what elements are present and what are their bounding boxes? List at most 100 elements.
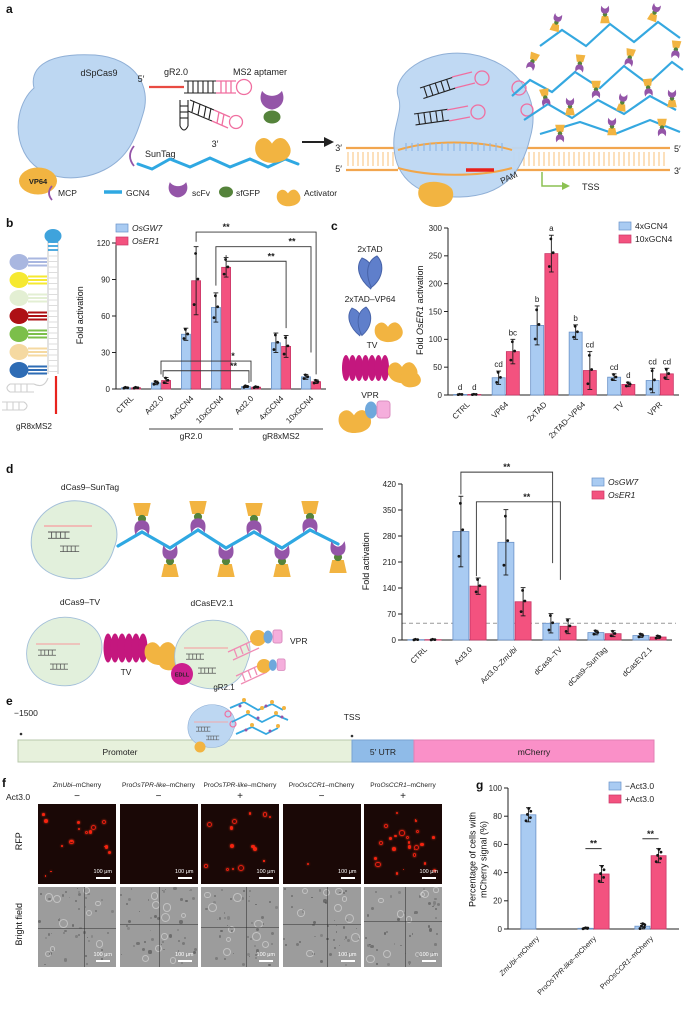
x-tick-label: TV xyxy=(612,400,626,414)
data-point xyxy=(495,381,499,384)
panel-f: Act3.0 RFP Bright field ZmUbi–mCherry −10… xyxy=(0,778,685,1021)
sig-bracket xyxy=(225,255,287,329)
bf-speck xyxy=(433,901,437,905)
suntag-chain xyxy=(136,156,300,171)
bf-speck xyxy=(76,887,79,890)
data-point xyxy=(519,610,523,614)
x-tick-label: Act3.0–ZmUbi xyxy=(479,645,520,686)
bf-speck xyxy=(435,933,439,936)
data-point xyxy=(513,349,517,353)
panel-e-label: e xyxy=(6,694,13,708)
text-part: OsTPR-like xyxy=(213,782,248,789)
rfp-cell-dot xyxy=(375,861,381,868)
chart-b: 0 30 60 90 120 CTRL Act2.0 4xGCN4 10xGCN4 Act2.0 4… xyxy=(86,220,336,462)
suntag-activator-cluster xyxy=(511,2,684,143)
rfp-image: 100 μm xyxy=(364,804,442,884)
text-part: ZmUbi xyxy=(52,782,73,789)
bf-cell-ring xyxy=(254,920,263,929)
chart-c-ylabel: Fold OsER1 activation xyxy=(415,250,426,370)
data-point xyxy=(521,589,524,592)
bf-speck xyxy=(386,931,388,933)
text-part: OsCCR1 xyxy=(380,782,407,789)
bf-speck xyxy=(164,888,167,891)
dna-right-top-label: 5′ xyxy=(674,144,681,154)
data-point xyxy=(641,634,645,637)
bf-speck xyxy=(250,938,252,940)
edll-blob xyxy=(171,663,193,685)
text-part: –mCherry xyxy=(325,782,355,789)
bf-cell-ring xyxy=(396,910,405,918)
vpr-label: VPR xyxy=(290,636,307,646)
bf-speck xyxy=(335,931,338,934)
suntag-unit xyxy=(189,500,207,533)
data-point xyxy=(650,369,654,373)
rfp-cell-dot xyxy=(412,853,417,857)
dcas9-tv-label: dCas9–TV xyxy=(60,597,100,607)
scale-bar-label: 100 μm xyxy=(256,952,275,958)
x-tick-label: ProOsCCR1–mCherry xyxy=(598,934,655,991)
bf-speck xyxy=(128,897,132,901)
bf-speck xyxy=(434,943,437,946)
gr21-label: gR2.1 xyxy=(213,683,235,692)
data-point xyxy=(256,385,260,389)
rfp-cell-dot xyxy=(91,825,97,830)
data-point xyxy=(459,501,462,505)
bf-speck xyxy=(205,907,208,911)
activator-legend-icon xyxy=(276,189,301,207)
rfp-cell-dot xyxy=(76,820,81,825)
mcherry-label: mCherry xyxy=(518,747,551,757)
module-vpr-label: VPR xyxy=(361,390,378,400)
bf-speck xyxy=(78,926,82,930)
module-2xtad-vp64-label: 2xTAD–VP64 xyxy=(345,294,396,304)
data-point xyxy=(472,392,476,396)
suntag-unit xyxy=(607,117,617,136)
data-point xyxy=(124,385,127,389)
scale-bar xyxy=(259,876,273,879)
bf-speck xyxy=(218,917,222,920)
data-point xyxy=(653,378,656,382)
data-point xyxy=(576,330,579,334)
rfp-cell-dot xyxy=(237,864,244,872)
bf-speck xyxy=(157,917,161,921)
stitch-line-vertical xyxy=(246,887,248,967)
data-point xyxy=(599,872,602,875)
bf-speck xyxy=(101,949,104,951)
group-label: gR2.0 xyxy=(180,431,203,441)
bf-speck xyxy=(63,932,66,935)
data-point xyxy=(162,381,166,385)
gr8xms2-label: gR8xMS2 xyxy=(16,422,52,431)
data-point xyxy=(282,352,286,356)
bf-speck xyxy=(162,940,165,943)
data-point xyxy=(496,370,500,374)
act30-sign: − xyxy=(318,791,325,802)
rfp-cell-dot xyxy=(414,845,420,851)
bf-speck xyxy=(141,948,145,952)
panel-a-label: a xyxy=(6,2,13,16)
promoter-label: Promoter xyxy=(103,747,138,757)
column-title: ProOsCCR1–mCherry xyxy=(364,782,442,789)
x-tick-label: 10xGCN4 xyxy=(194,394,226,426)
y-tick-label: 50 xyxy=(433,363,442,372)
bf-speck xyxy=(408,934,411,937)
y-tick-label: 300 xyxy=(429,224,443,233)
bf-speck xyxy=(427,925,431,928)
ms2-loop xyxy=(9,254,47,270)
grna-5prime-label: 5′ xyxy=(138,74,145,84)
y-tick-label: 150 xyxy=(429,307,443,316)
bf-speck xyxy=(173,887,177,891)
dcas9-suntag-label: dCas9–SunTag xyxy=(61,482,119,492)
data-point xyxy=(551,251,555,255)
data-point xyxy=(274,333,277,337)
sig-label: * xyxy=(231,351,235,361)
bf-speck xyxy=(100,957,104,961)
bf-speck xyxy=(249,895,251,897)
data-point xyxy=(184,327,187,331)
legend-swatch xyxy=(608,781,622,791)
chart-d-ylabel: Fold activation xyxy=(360,532,371,591)
stitch-line-horizontal xyxy=(38,927,116,929)
stitch-line-horizontal xyxy=(282,924,361,926)
bf-speck xyxy=(320,933,324,938)
bf-speck xyxy=(217,919,219,921)
activator-label: Activator xyxy=(304,188,337,198)
sig-letter: d xyxy=(458,383,462,392)
